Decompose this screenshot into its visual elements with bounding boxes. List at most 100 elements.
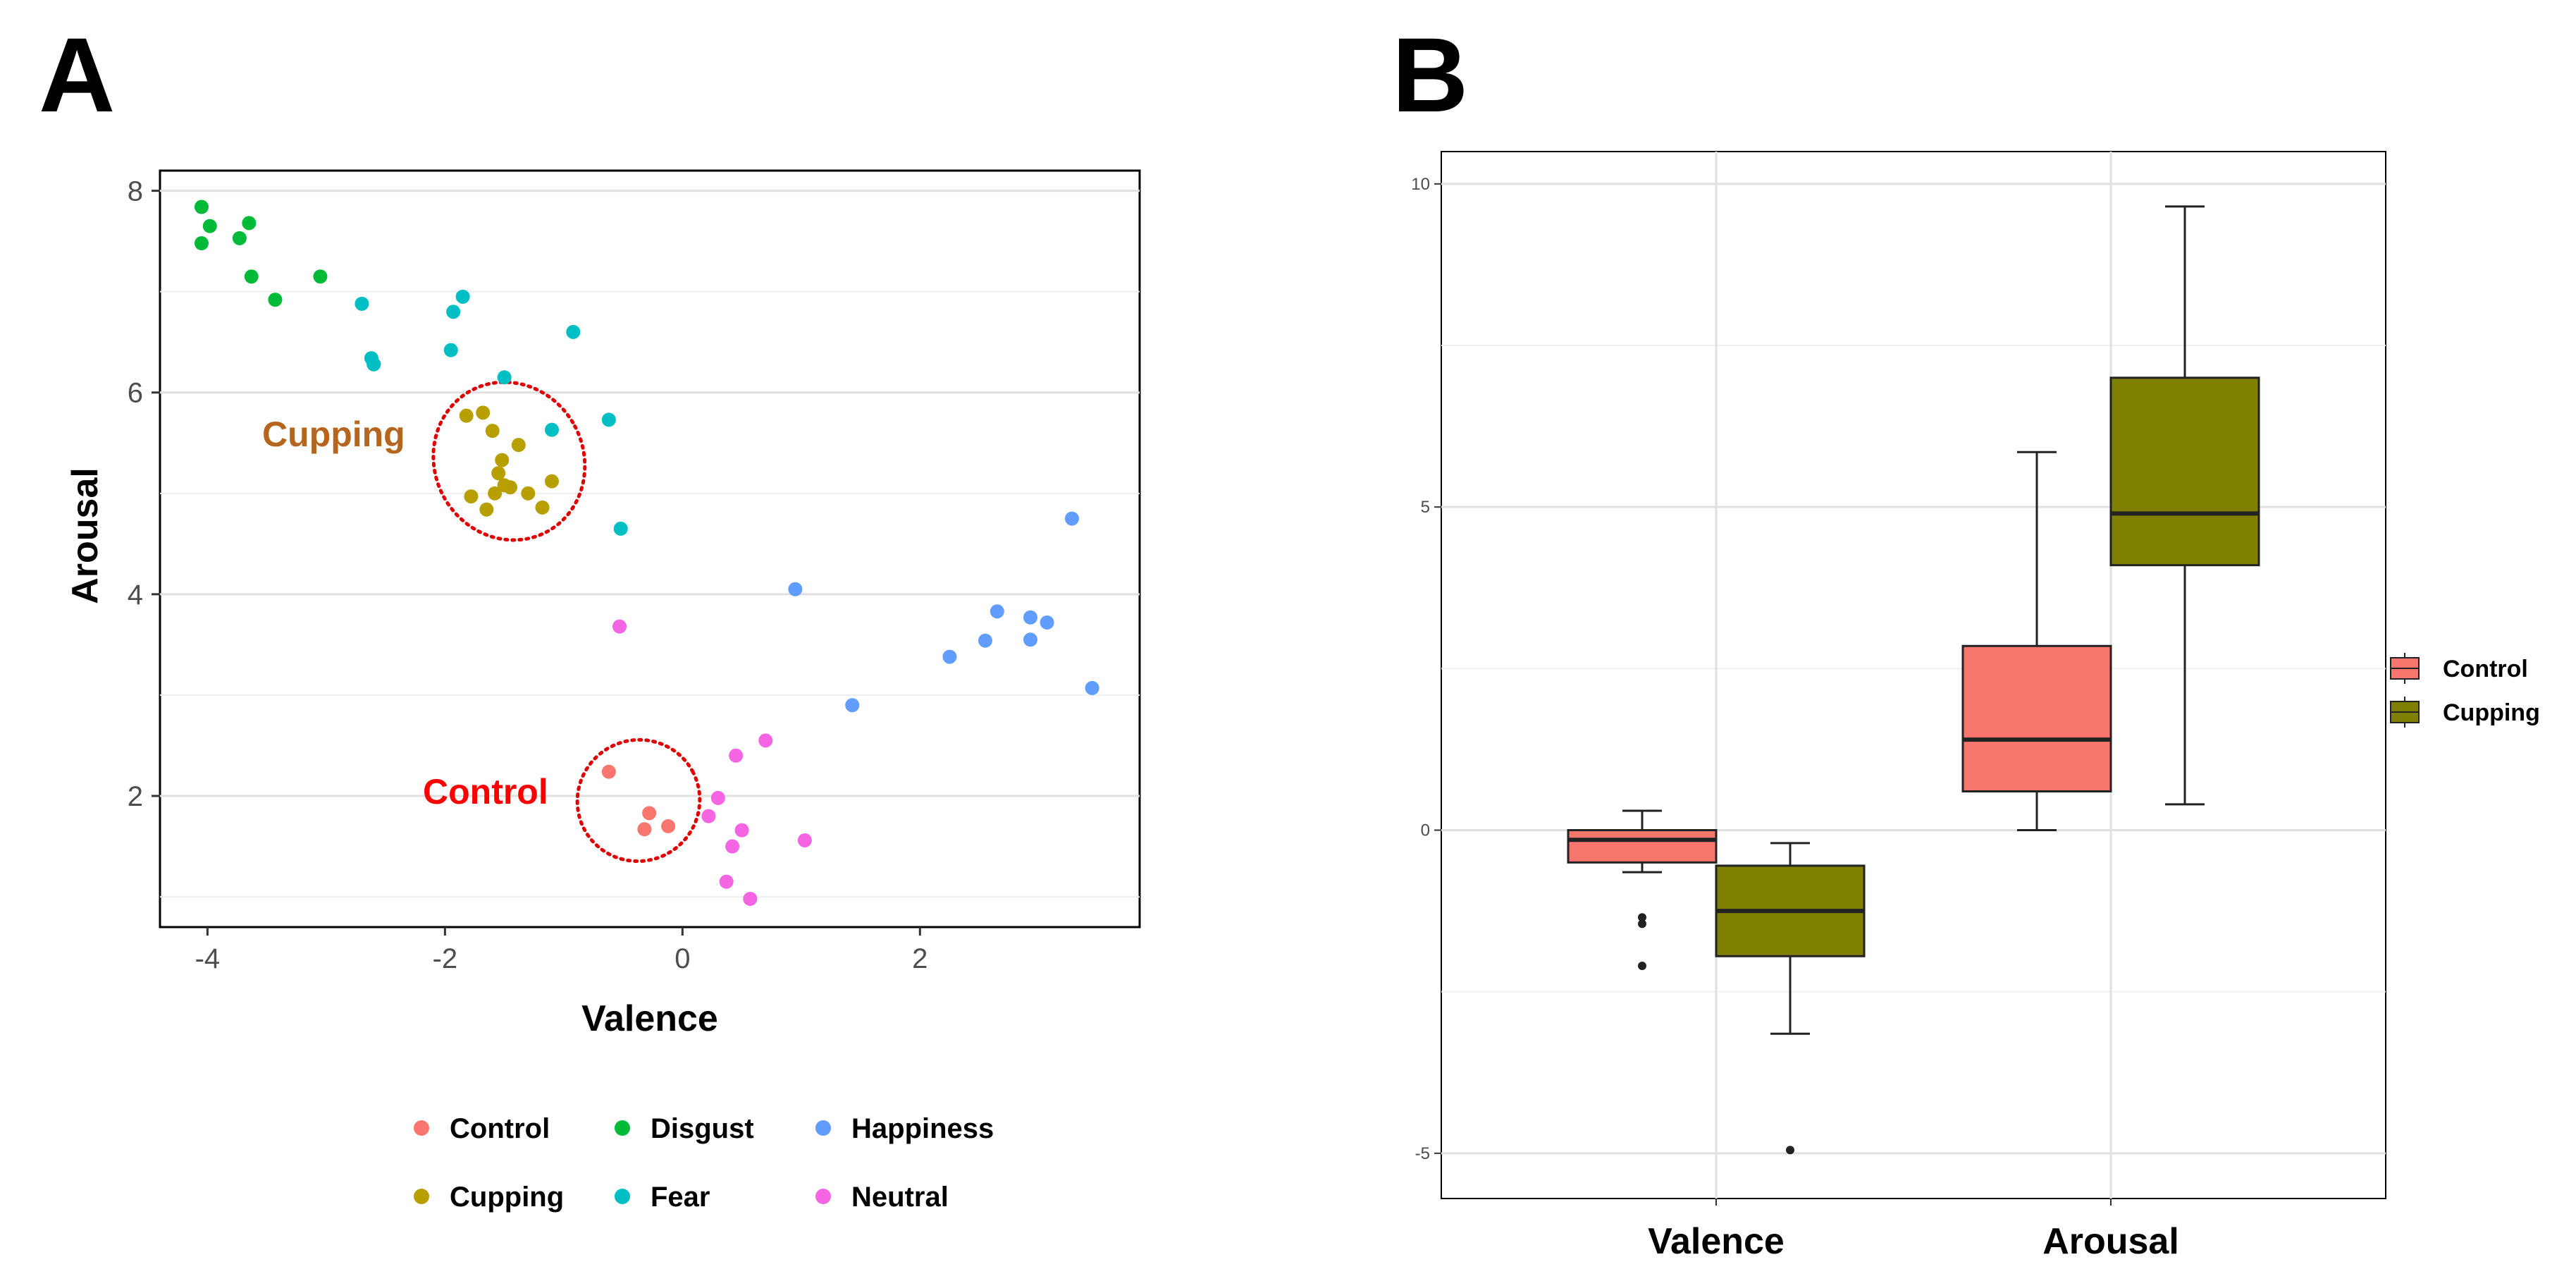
point-control [642,806,657,821]
point-cupping [491,466,506,481]
scatter-points [194,200,1099,906]
point-disgust [232,231,247,245]
legend-key-neutral [815,1189,831,1204]
outlier-cupping-valence [1786,1146,1794,1155]
point-disgust [242,216,257,231]
point-fear [601,412,616,427]
point-happiness [1023,632,1037,647]
point-neutral [710,790,725,805]
point-disgust [194,200,209,214]
point-neutral [612,619,627,634]
scatter-y-ticks: 2 4 6 8 [128,176,160,812]
point-happiness [845,698,860,713]
point-cupping [485,424,500,439]
legend-label-disgust: Disgust [651,1113,754,1144]
panel-a-label: A [39,16,115,134]
point-neutral [729,748,744,763]
panel-b-label: B [1392,16,1468,134]
point-disgust [194,236,209,251]
boxes [1567,205,2260,1155]
point-neutral [743,891,758,906]
ellipse-cupping [431,380,587,542]
legend-label-fear: Fear [651,1182,710,1213]
ellipse-control [575,737,702,864]
point-cupping [479,502,494,517]
x-tick-label: 0 [674,943,690,974]
point-happiness [788,582,803,596]
legend-key-control [414,1120,429,1136]
point-disgust [202,219,217,233]
point-happiness [942,649,957,664]
point-control [661,819,676,833]
box-legend: Control Cupping [2390,653,2540,728]
point-happiness [1040,615,1054,630]
point-happiness [1085,680,1099,695]
legend-label-happiness: Happiness [851,1113,994,1144]
x-tick-label: -2 [433,943,458,974]
scatter-plot: -4 -2 0 2 2 4 6 8 Cupping Control Valence Arou… [65,169,1141,1213]
point-cupping [521,486,536,501]
legend-label-control: Control [2443,656,2528,682]
point-cupping [495,453,510,467]
point-cupping [535,500,550,515]
box-gridlines [1441,152,2386,1199]
point-fear [366,357,381,372]
y-tick-label: 8 [128,176,143,207]
point-neutral [797,833,812,847]
legend-label-control: Control [450,1113,550,1144]
point-fear [613,521,628,536]
point-control [637,822,652,837]
group-ellipses [431,380,702,864]
y-tick-label: 2 [128,781,143,812]
legend-key-cupping [414,1189,429,1204]
y-tick-label: 6 [128,378,143,409]
point-cupping [488,486,503,501]
point-cupping [476,405,491,420]
point-cupping [464,489,479,504]
point-fear [566,324,581,339]
legend-label-cupping: Cupping [450,1182,564,1213]
point-cupping [545,474,559,489]
point-neutral [734,823,749,838]
point-fear [455,289,470,304]
annotation-control: Control [423,772,548,811]
box-x-ticks: Valence Arousal [1648,1199,2179,1262]
box-control-arousal [1961,644,2112,792]
y-tick-label: 10 [1411,175,1430,194]
point-fear [443,343,458,357]
scatter-x-ticks: -4 -2 0 2 [195,927,928,974]
x-category-arousal: Arousal [2042,1221,2179,1262]
point-cupping [511,438,526,453]
point-neutral [719,874,734,889]
box-plot-area [1441,151,2386,1199]
box-y-ticks: -5 0 5 10 [1411,175,1441,1163]
y-tick-label: 5 [1421,498,1430,517]
annotation-cupping: Cupping [262,415,405,454]
scatter-legend: Control Cupping Disgust Fear Happiness Neutra… [414,1113,994,1213]
point-control [601,764,616,779]
point-happiness [990,604,1004,619]
point-happiness [1064,511,1079,526]
box-control-valence [1567,829,1718,864]
point-cupping [459,408,474,423]
x-category-valence: Valence [1648,1221,1785,1262]
point-fear [355,296,369,311]
scatter-gridlines [160,190,1140,898]
x-axis-title: Valence [581,998,718,1039]
scatter-plot-area [159,169,1141,928]
point-disgust [268,293,283,307]
outlier-control-valence [1638,913,1646,922]
y-tick-label: -5 [1415,1144,1430,1163]
point-disgust [313,269,328,284]
point-happiness [1023,610,1037,625]
legend-label-cupping: Cupping [2443,699,2540,726]
y-axis-title: Arousal [65,467,106,604]
x-tick-label: 2 [912,943,928,974]
point-fear [545,422,559,437]
y-tick-label: 0 [1421,821,1430,840]
outlier-control-valence [1638,962,1646,970]
legend-key-fear [615,1189,630,1204]
point-happiness [978,633,992,648]
point-neutral [701,809,716,823]
